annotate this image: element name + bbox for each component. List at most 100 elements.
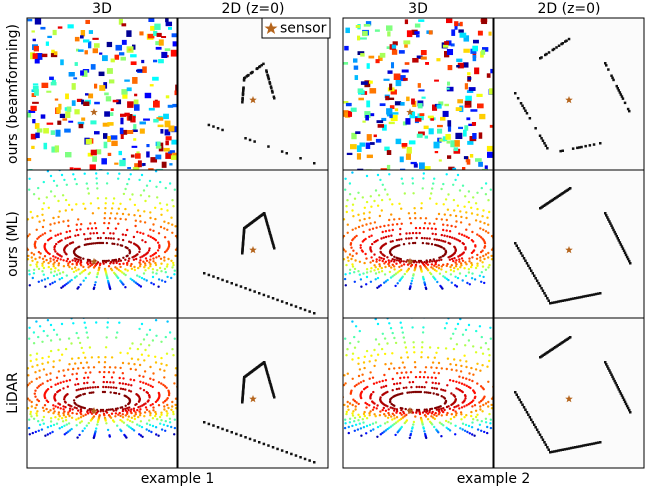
point	[474, 278, 476, 280]
point	[50, 417, 52, 419]
point	[31, 256, 33, 258]
point	[82, 388, 84, 390]
point	[253, 290, 256, 293]
point	[54, 267, 56, 269]
point	[73, 77, 77, 79]
point	[113, 243, 115, 245]
point	[32, 119, 35, 123]
point	[158, 125, 164, 127]
point	[111, 356, 113, 358]
point	[226, 429, 229, 432]
point	[485, 269, 487, 271]
point	[150, 282, 152, 284]
point	[469, 283, 471, 285]
point	[354, 198, 356, 200]
point	[59, 359, 61, 361]
point	[3, 299, 5, 301]
point	[108, 371, 110, 373]
point	[373, 253, 375, 255]
point	[166, 265, 168, 267]
point	[358, 226, 360, 228]
point	[111, 135, 118, 139]
point	[117, 260, 119, 262]
point	[92, 212, 94, 214]
point	[479, 256, 481, 258]
point	[3, 166, 5, 168]
point	[71, 412, 73, 414]
point	[433, 392, 435, 394]
point	[171, 232, 173, 234]
point	[607, 68, 610, 71]
point	[349, 272, 351, 274]
point	[335, 258, 337, 260]
point	[46, 380, 48, 382]
point	[472, 196, 474, 198]
point	[103, 133, 107, 139]
point	[123, 422, 125, 424]
point	[235, 284, 238, 287]
point	[56, 107, 61, 114]
point	[429, 237, 431, 239]
point	[68, 363, 70, 365]
point	[122, 410, 124, 412]
point	[364, 253, 366, 255]
point	[384, 79, 390, 81]
panel	[178, 170, 328, 318]
point	[159, 267, 161, 269]
point	[87, 227, 89, 229]
point	[427, 243, 429, 245]
point	[454, 21, 458, 26]
point	[107, 321, 109, 323]
point	[435, 266, 437, 268]
point	[429, 30, 433, 34]
panel-content	[27, 18, 180, 175]
point	[56, 252, 58, 254]
point	[520, 252, 523, 255]
point	[167, 258, 169, 260]
point	[5, 188, 7, 190]
point	[421, 270, 423, 272]
point	[156, 418, 158, 420]
point	[79, 422, 81, 424]
point	[370, 281, 372, 283]
point	[488, 264, 490, 266]
point	[105, 197, 107, 199]
point	[160, 341, 162, 343]
point	[102, 410, 104, 412]
point	[357, 192, 359, 194]
point	[23, 333, 25, 335]
point	[533, 275, 536, 278]
point	[452, 260, 454, 262]
point	[330, 269, 332, 271]
point	[71, 209, 73, 211]
point	[168, 27, 172, 30]
point	[120, 128, 124, 134]
point	[534, 277, 537, 280]
point	[117, 238, 119, 240]
point	[116, 45, 123, 51]
point	[481, 271, 483, 273]
point	[156, 196, 158, 198]
point	[143, 278, 145, 280]
point	[361, 225, 363, 227]
point	[419, 232, 421, 234]
point	[455, 215, 457, 217]
point	[458, 261, 460, 263]
point	[149, 378, 151, 380]
point	[105, 202, 107, 204]
point	[73, 402, 75, 404]
point	[449, 236, 451, 238]
point	[107, 227, 109, 229]
point	[485, 193, 487, 195]
point	[332, 224, 334, 226]
point	[82, 258, 84, 260]
point	[442, 224, 444, 226]
point	[465, 96, 472, 101]
point	[451, 29, 455, 36]
point	[128, 49, 131, 51]
point	[546, 147, 549, 150]
point	[456, 59, 462, 62]
point	[345, 205, 347, 207]
point	[146, 334, 148, 336]
point	[84, 357, 86, 359]
